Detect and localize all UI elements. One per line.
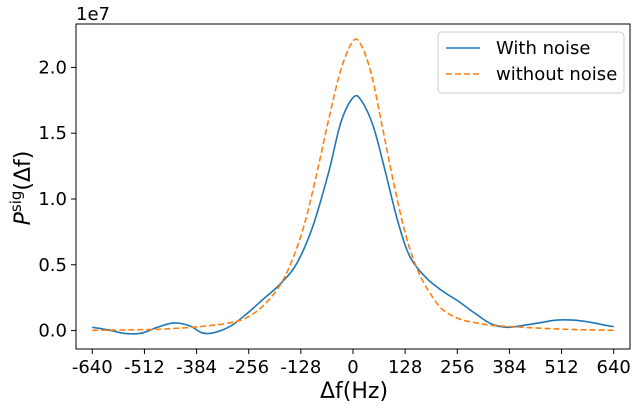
x-tick-label: 512 [544, 357, 578, 378]
series-line-without-noise [92, 38, 614, 332]
x-tick-label: 640 [597, 357, 631, 378]
x-tick-label: 384 [492, 357, 526, 378]
y-axis-label: Psig(Δf) [7, 151, 36, 226]
y-offset-label: 1e7 [76, 4, 110, 25]
legend: With noise without noise [437, 31, 625, 94]
x-axis: -640 -512 -384 -256 -128 0 128 256 384 512 640 [72, 349, 631, 378]
x-tick-label: 128 [388, 357, 422, 378]
x-tick-label: 0 [347, 357, 358, 378]
y-label-arg: (Δf) [11, 151, 36, 191]
y-label-main: P [11, 211, 36, 225]
x-tick-label: -128 [280, 357, 321, 378]
series-line-with-noise [92, 94, 614, 335]
x-tick-label: 256 [440, 357, 474, 378]
x-tick-label: -384 [176, 357, 217, 378]
y-tick-label: 0.0 [38, 321, 67, 342]
y-label-sup: sig [7, 191, 25, 213]
legend-label-with-noise: With noise [496, 38, 590, 59]
legend-box [437, 31, 625, 94]
x-tick-label: -512 [124, 357, 165, 378]
x-tick-label: -256 [228, 357, 269, 378]
y-tick-label: 1.0 [38, 189, 67, 210]
legend-label-without-noise: without noise [496, 64, 617, 85]
x-tick-label: -640 [72, 357, 113, 378]
y-axis: 0.0 0.5 1.0 1.5 2.0 [38, 57, 76, 342]
x-axis-label: Δf(Hz) [320, 379, 388, 404]
y-tick-label: 0.5 [38, 255, 67, 276]
y-tick-label: 1.5 [38, 123, 67, 144]
y-tick-label: 2.0 [38, 57, 67, 78]
